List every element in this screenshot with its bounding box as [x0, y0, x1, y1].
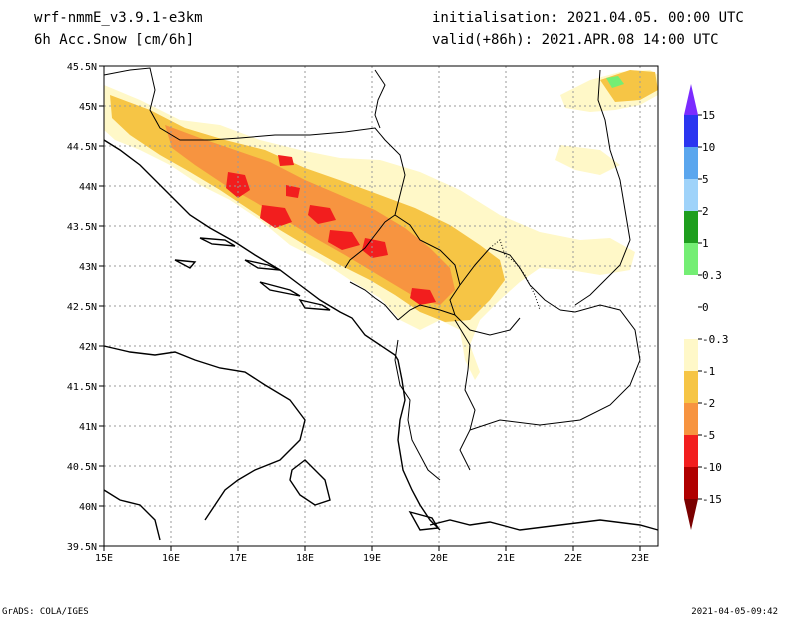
- snow-core-red-8: [286, 185, 300, 198]
- lat-tick-label: 42N: [79, 342, 97, 353]
- snow-core-red-2: [260, 205, 292, 228]
- map-panel: 15E 16E 17E 18E 19E 20E 21E 22E 23E 39.5…: [67, 62, 659, 564]
- legend-label: 0.3: [702, 269, 722, 282]
- footer-credit: GrADS: COLA/IGES: [2, 607, 89, 617]
- coastlines: [103, 139, 659, 541]
- legend-swatch: [684, 499, 698, 530]
- lat-tick-labels: 39.5N 40N 40.5N 41N 41.5N 42N 42.5N 43N …: [67, 62, 97, 553]
- legend-swatch: [684, 339, 698, 371]
- legend-swatch: [684, 435, 698, 467]
- lon-tick-label: 20E: [430, 553, 448, 564]
- legend-swatch: [684, 467, 698, 499]
- legend-label: -1: [702, 365, 715, 378]
- snow-core-red-6: [410, 288, 436, 305]
- lon-tick-label: 22E: [564, 553, 582, 564]
- legend-label: 1: [702, 237, 709, 250]
- lat-tick-label: 40N: [79, 502, 97, 513]
- initialisation-time: initialisation: 2021.04.05. 00:00 UTC: [432, 10, 744, 26]
- legend-swatch: [684, 307, 698, 339]
- lat-tick-label: 41N: [79, 422, 97, 433]
- lat-tick-label: 41.5N: [67, 382, 97, 393]
- legend-swatch: [684, 211, 698, 243]
- lat-tick-label: 43N: [79, 262, 97, 273]
- lat-tick-label: 40.5N: [67, 462, 97, 473]
- lon-tick-label: 18E: [296, 553, 314, 564]
- lon-tick-labels: 15E 16E 17E 18E 19E 20E 21E 22E 23E: [95, 553, 649, 564]
- legend-swatch: [684, 275, 698, 307]
- lon-tick-label: 15E: [95, 553, 113, 564]
- lat-tick-label: 44.5N: [67, 142, 97, 153]
- footer-timestamp: 2021-04-05-09:42: [691, 607, 778, 617]
- snow-spot-green: [606, 76, 624, 88]
- legend-label: -0.3: [702, 333, 729, 346]
- lat-tick-label: 45.5N: [67, 62, 97, 73]
- lat-tick-label: 39.5N: [67, 542, 97, 553]
- legend-label: 5: [702, 173, 709, 186]
- snow-band-light-3: [555, 145, 620, 175]
- lat-tick-label: 45N: [79, 102, 97, 113]
- legend-label: -2: [702, 397, 715, 410]
- variable-title: 6h Acc.Snow [cm/6h]: [34, 32, 194, 48]
- color-bar-swatches: [684, 84, 698, 530]
- lon-tick-label: 19E: [363, 553, 381, 564]
- lon-tick-label: 16E: [162, 553, 180, 564]
- color-bar-dividers: [698, 114, 702, 500]
- legend-label: -5: [702, 429, 715, 442]
- lon-tick-label: 21E: [497, 553, 515, 564]
- legend-label: -15: [702, 493, 722, 506]
- legend-swatch: [684, 147, 698, 179]
- country-borders: [103, 67, 641, 481]
- legend-swatch: [684, 371, 698, 403]
- axis-ticks: [99, 65, 641, 551]
- lat-tick-label: 43.5N: [67, 222, 97, 233]
- lat-tick-label: 42.5N: [67, 302, 97, 313]
- snow-core-red-1: [226, 172, 250, 198]
- model-title: wrf-nmmE_v3.9.1-e3km: [34, 10, 203, 26]
- lat-lon-grid: [104, 66, 658, 546]
- legend-swatch: [684, 243, 698, 275]
- snow-core-red-4: [328, 230, 360, 250]
- lat-tick-label: 44N: [79, 182, 97, 193]
- legend-label: 2: [702, 205, 709, 218]
- valid-time: valid(+86h): 2021.APR.08 14:00 UTC: [432, 32, 719, 48]
- snow-core-red-3: [308, 205, 336, 224]
- legend-label: 10: [702, 141, 715, 154]
- snow-shading: [104, 70, 658, 380]
- legend-swatch: [684, 84, 698, 115]
- snow-core-red-7: [278, 155, 294, 166]
- legend-label: 0: [702, 301, 709, 314]
- legend-label: -10: [702, 461, 722, 474]
- lon-tick-label: 23E: [631, 553, 649, 564]
- lon-tick-label: 17E: [229, 553, 247, 564]
- legend-label: 15: [702, 109, 715, 122]
- legend-swatch: [684, 403, 698, 435]
- color-bar-legend: 15 10 5 2 1 0.3 0 -0.3 -1 -2 -5 -10 -15: [684, 84, 729, 530]
- color-bar-labels: 15 10 5 2 1 0.3 0 -0.3 -1 -2 -5 -10 -15: [702, 109, 729, 506]
- legend-swatch: [684, 115, 698, 147]
- legend-swatch: [684, 179, 698, 211]
